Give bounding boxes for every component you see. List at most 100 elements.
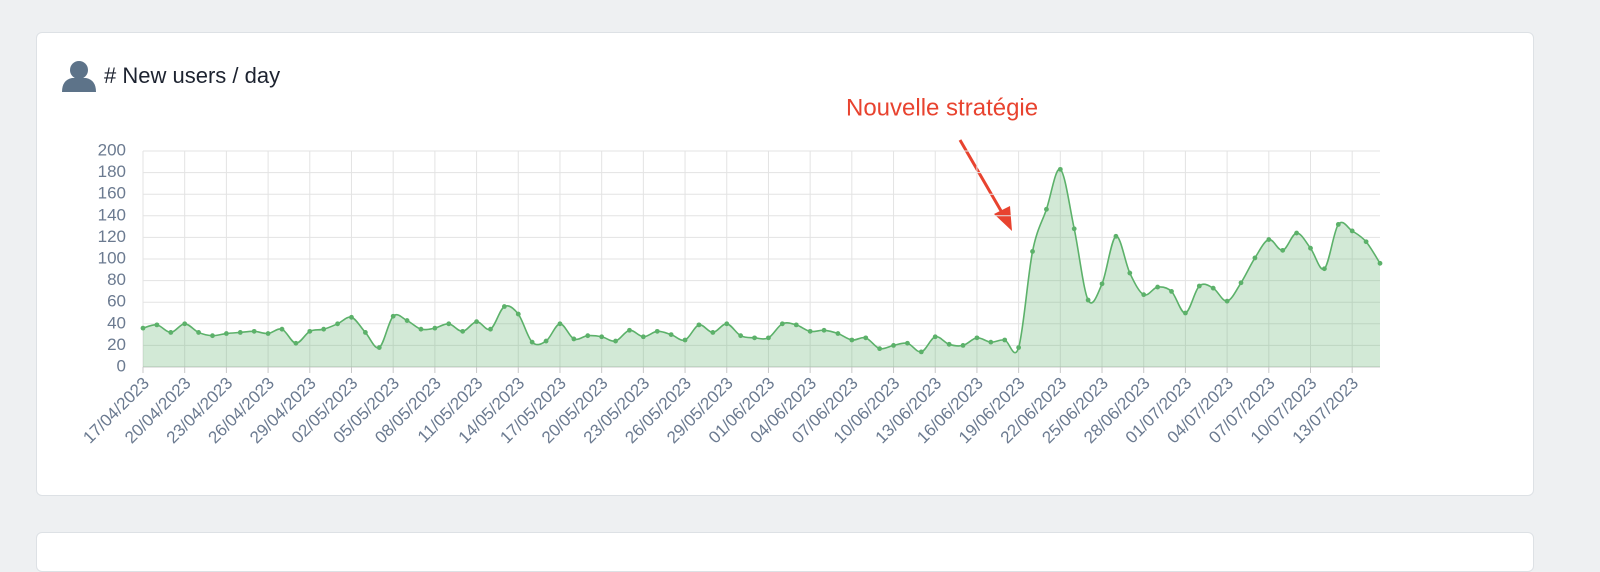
point	[891, 343, 896, 348]
point	[1057, 166, 1063, 172]
point	[390, 313, 396, 319]
point	[168, 330, 174, 335]
point	[182, 321, 188, 327]
point	[654, 328, 660, 334]
point	[515, 311, 521, 317]
point	[1085, 297, 1091, 303]
point	[321, 326, 327, 332]
y-tick-label: 80	[107, 270, 126, 289]
point	[779, 321, 785, 327]
point	[488, 326, 493, 332]
point	[529, 339, 535, 345]
point	[988, 339, 994, 345]
point	[696, 322, 702, 328]
point	[1141, 292, 1147, 298]
point	[251, 328, 257, 334]
y-tick-label: 160	[98, 184, 126, 203]
point	[821, 327, 827, 333]
point	[738, 333, 744, 339]
point	[1294, 230, 1300, 236]
point	[210, 333, 215, 339]
page: {"chart_data": {"type": "line", "title":…	[36, 32, 1534, 572]
y-tick-label: 60	[107, 292, 126, 311]
point	[154, 322, 160, 328]
point	[640, 334, 646, 340]
point	[613, 338, 618, 344]
point	[223, 331, 229, 336]
point	[918, 349, 924, 355]
annotation-arrow	[958, 139, 1012, 231]
card	[36, 32, 1534, 496]
point	[1127, 270, 1133, 276]
point	[877, 346, 883, 352]
point	[1071, 226, 1077, 232]
point	[1322, 266, 1327, 272]
y-tick-label: 0	[117, 356, 126, 375]
point	[1308, 245, 1313, 251]
point	[404, 318, 410, 323]
point	[863, 335, 869, 341]
point	[1169, 289, 1174, 294]
point	[1016, 345, 1022, 350]
annotation: Nouvelle stratégie	[846, 94, 1038, 121]
point	[418, 326, 424, 332]
point	[446, 321, 452, 327]
user-icon	[62, 61, 96, 92]
point	[571, 336, 577, 342]
point	[905, 340, 910, 346]
point	[1002, 337, 1008, 343]
point	[766, 335, 771, 341]
point	[946, 341, 952, 347]
point	[724, 321, 730, 327]
point	[362, 330, 368, 335]
y-tick-label: 140	[98, 205, 126, 224]
point	[1155, 284, 1161, 290]
point	[279, 326, 285, 332]
point	[237, 330, 243, 335]
area	[143, 169, 1380, 367]
point	[974, 335, 980, 341]
point	[293, 340, 299, 346]
point	[1377, 260, 1383, 266]
point	[793, 322, 799, 328]
y-tick-label: 40	[107, 313, 126, 332]
point	[599, 334, 605, 340]
y-tick-label: 20	[107, 335, 126, 354]
y-tick-label: 100	[98, 248, 126, 267]
point	[543, 338, 549, 344]
point	[1280, 247, 1286, 253]
point	[1349, 228, 1355, 234]
point	[265, 331, 271, 336]
point	[849, 337, 855, 343]
point	[501, 304, 507, 309]
chart: # New users / day Nouvelle stratégie 0 20…	[62, 61, 1383, 447]
y-tick-label: 180	[98, 162, 126, 181]
y-tick-label: 120	[98, 227, 126, 246]
point	[1210, 285, 1216, 291]
point	[1266, 237, 1272, 242]
point	[1252, 255, 1258, 261]
point	[1335, 222, 1341, 227]
point	[432, 325, 438, 331]
point	[1099, 281, 1105, 287]
point	[1030, 249, 1035, 254]
point	[668, 332, 674, 337]
point	[807, 328, 813, 334]
point	[349, 314, 354, 320]
point	[1363, 239, 1369, 245]
point	[557, 321, 563, 327]
point	[1196, 283, 1202, 289]
point	[474, 319, 479, 325]
point	[196, 330, 201, 335]
point	[376, 345, 382, 350]
point	[460, 328, 466, 334]
point	[682, 337, 688, 343]
y-tick-label: 200	[98, 140, 126, 159]
point	[585, 333, 591, 339]
point	[752, 335, 757, 341]
point	[960, 343, 966, 348]
point	[932, 334, 938, 340]
point	[1183, 310, 1188, 316]
chart-title: # New users / day	[104, 63, 280, 88]
point	[335, 321, 340, 327]
